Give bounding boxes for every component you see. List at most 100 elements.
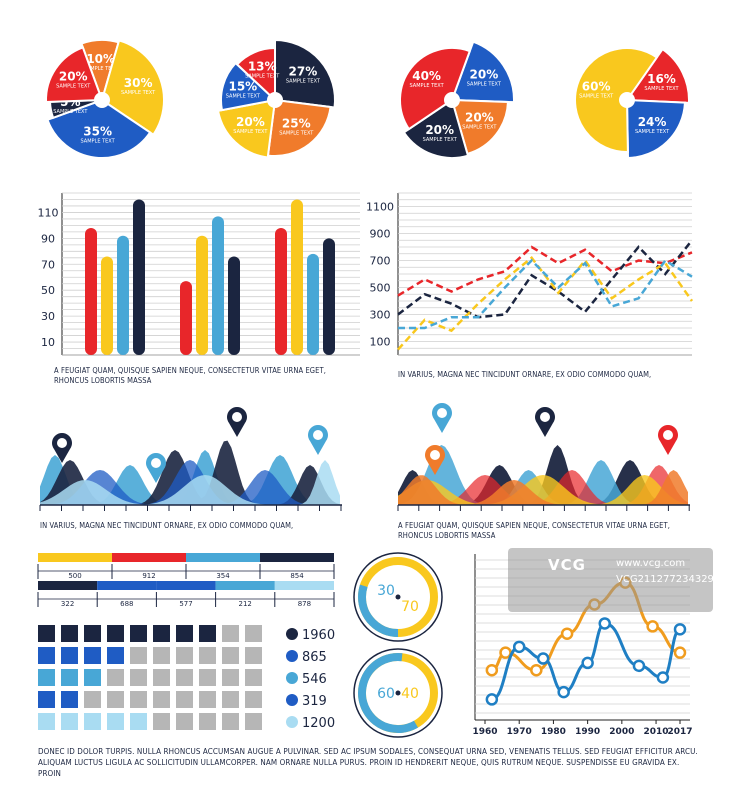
bar-y-tick: 70 <box>41 258 55 271</box>
bar <box>228 256 240 355</box>
time-x-tick-label: 1990 <box>575 727 600 737</box>
line-y-tick: 100 <box>370 336 391 349</box>
watermark-logo: VCG <box>548 556 586 574</box>
bar <box>196 235 208 355</box>
bar <box>85 227 97 355</box>
time-series-point <box>632 659 646 673</box>
legend-label: 546 <box>302 672 327 687</box>
time-x-tick-label: 1960 <box>472 727 497 737</box>
pie-slice-label: 24% <box>638 115 667 129</box>
grid-square <box>153 625 170 642</box>
grid-square <box>245 713 262 730</box>
grid-square <box>153 669 170 686</box>
line-y-tick: 1100 <box>366 201 394 214</box>
area-right-caption: A FEUGIAT QUAM, QUISQUE SAPIEN NEQUE, CO… <box>398 521 670 540</box>
segment-label: 878 <box>298 600 311 608</box>
time-series-point <box>557 685 570 699</box>
grid-square <box>130 647 147 664</box>
time-series-point <box>656 671 670 684</box>
pie-slice-sublabel: SAMPLE TEXT <box>53 109 88 115</box>
area-series <box>398 470 688 505</box>
bar-chart-caption: A FEUGIAT QUAM, QUISQUE SAPIEN NEQUE, CO… <box>54 366 326 385</box>
line-y-tick: 900 <box>370 228 391 241</box>
grid-square <box>38 691 55 708</box>
map-pin-hole <box>57 438 67 448</box>
grid-square <box>199 625 216 642</box>
pie-slice-sublabel: SAMPLE TEXT <box>81 139 116 145</box>
bar <box>212 216 224 355</box>
pie-slice <box>399 47 472 131</box>
pie-center-hole <box>444 92 460 108</box>
grid-square <box>107 713 124 730</box>
grid-square <box>199 647 216 664</box>
grid-square <box>61 669 78 686</box>
line-series <box>397 256 694 351</box>
time-series-point <box>485 663 499 677</box>
map-pin-hole <box>151 458 161 468</box>
grid-square <box>222 625 239 642</box>
pie-slice-label: 20% <box>465 110 494 124</box>
pie-center-hole <box>94 92 110 108</box>
legend-label: 865 <box>302 650 327 665</box>
grid-square <box>61 647 78 664</box>
time-series-point <box>598 617 611 630</box>
grid-square <box>38 647 55 664</box>
bar-y-tick: 30 <box>41 310 55 323</box>
pie-slice <box>625 47 690 104</box>
pie-slice <box>625 98 686 160</box>
grid-square <box>130 691 147 708</box>
segment-label: 688 <box>120 600 133 608</box>
pie-slice-sublabel: SAMPLE TEXT <box>286 78 321 84</box>
legend-dot <box>286 628 298 640</box>
pie-slice-sublabel: SAMPLE TEXT <box>423 137 458 143</box>
pie-slice-label: 60% <box>582 80 611 94</box>
grid-square <box>84 669 101 686</box>
time-series-point <box>536 652 550 665</box>
bottom-left-panel: 500 912 354 854 322 688 577 212 878 1960 865 546 31… <box>37 552 443 738</box>
pie-slice <box>216 98 277 159</box>
time-x-tick-label: 2000 <box>609 727 634 737</box>
pie-slice-sublabel: SAMPLE TEXT <box>410 83 445 89</box>
pie-slice <box>100 39 165 137</box>
legend-label: 1200 <box>302 716 335 731</box>
bar <box>133 199 145 355</box>
grid-square <box>107 647 124 664</box>
bar <box>323 238 335 355</box>
grid-square <box>130 713 147 730</box>
pie-slice <box>235 46 276 103</box>
ring-value-arc <box>358 557 438 637</box>
grid-square <box>153 713 170 730</box>
pie-slice-label: 10% <box>86 52 115 66</box>
ring-outline <box>353 648 443 738</box>
legend-label: 319 <box>302 694 327 709</box>
segment-bar <box>215 581 275 590</box>
pie-slice-label: 13% <box>248 59 277 73</box>
line-chart-caption: IN VARIUS, MAGNA NEC TINCIDUNT ORNARE, E… <box>398 370 652 379</box>
ring-outer-label: 40 <box>401 686 419 702</box>
pie-slice <box>574 47 659 153</box>
bar <box>180 281 192 355</box>
pie-slice-label: 25% <box>282 116 311 130</box>
pie-slice <box>402 98 470 159</box>
ring-inner-label: 30 <box>377 583 395 599</box>
area-left-caption: IN VARIUS, MAGNA NEC TINCIDUNT ORNARE, E… <box>40 521 294 530</box>
line-y-tick: 300 <box>370 309 391 322</box>
segment-label: 212 <box>239 600 252 608</box>
time-x-tick-label: 2017 <box>667 727 692 737</box>
legend-label: 1960 <box>302 628 335 643</box>
pie-slice-label: 35% <box>83 125 112 139</box>
pie-center-hole <box>267 92 283 108</box>
pie-slice-label: 27% <box>289 64 318 78</box>
grid-square <box>84 647 101 664</box>
grid-square <box>176 691 193 708</box>
grid-square <box>222 713 239 730</box>
grid-square <box>245 691 262 708</box>
area-series <box>40 460 340 505</box>
grid-square <box>245 625 262 642</box>
map-pin-hole <box>540 412 550 422</box>
map-pin-hole <box>313 430 323 440</box>
segment-label: 354 <box>216 572 230 580</box>
pie-slice-sublabel: SAMPLE TEXT <box>635 129 670 135</box>
ring-value-arc <box>358 653 438 733</box>
